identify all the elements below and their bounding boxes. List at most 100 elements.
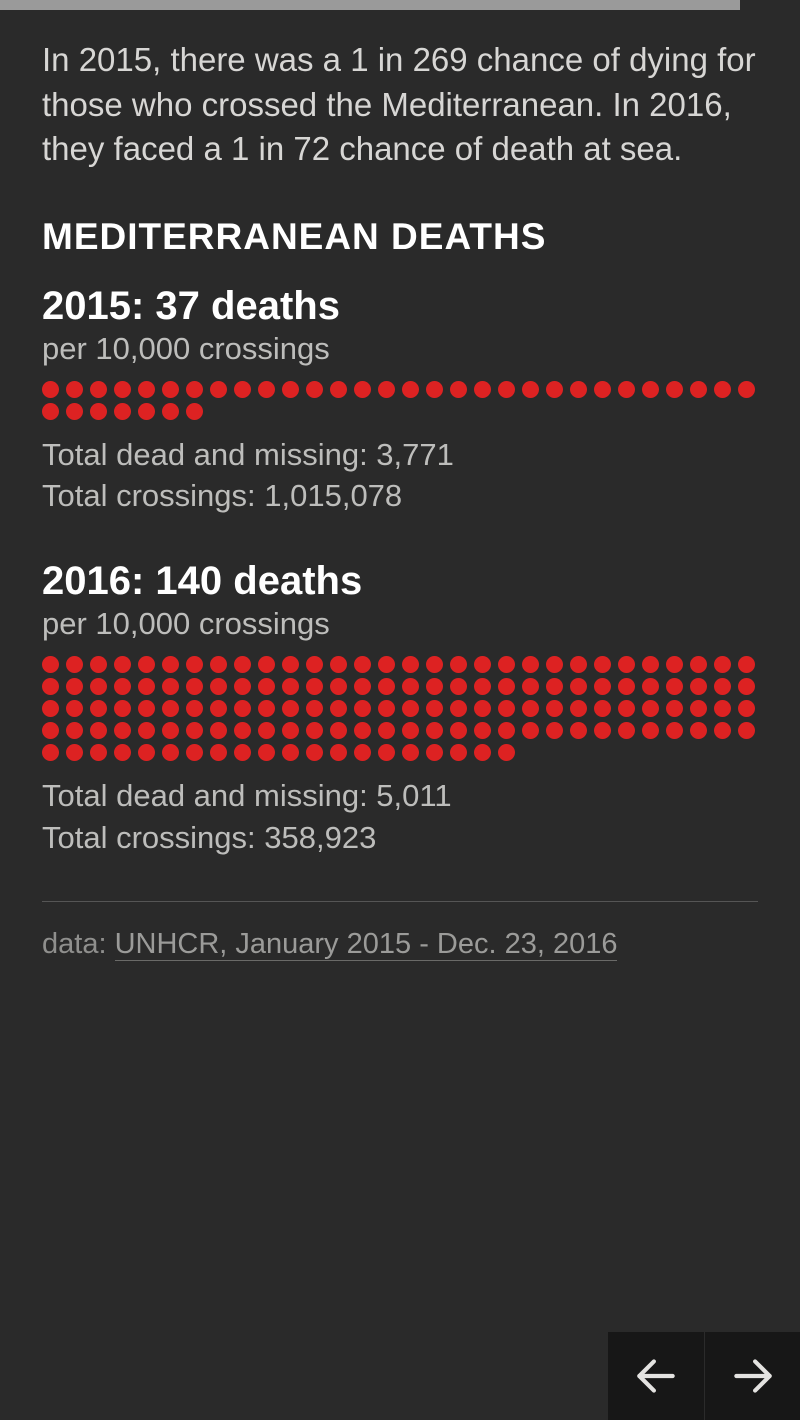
dot-icon: [546, 381, 563, 398]
dot-icon: [330, 722, 347, 739]
dot-icon: [594, 700, 611, 717]
prev-button[interactable]: [608, 1332, 704, 1420]
dot-icon: [66, 381, 83, 398]
dot-icon: [570, 678, 587, 695]
dot-icon: [114, 744, 131, 761]
dot-icon: [570, 656, 587, 673]
dot-icon: [306, 381, 323, 398]
dot-icon: [162, 403, 179, 420]
dot-icon: [378, 656, 395, 673]
dot-icon: [666, 656, 683, 673]
dot-icon: [42, 700, 59, 717]
dot-icon: [186, 678, 203, 695]
dot-icon: [498, 381, 515, 398]
dot-icon: [90, 700, 107, 717]
dot-icon: [90, 722, 107, 739]
dot-icon: [162, 700, 179, 717]
dot-icon: [162, 678, 179, 695]
dot-icon: [378, 722, 395, 739]
dot-icon: [522, 678, 539, 695]
dot-icon: [522, 381, 539, 398]
dot-icon: [42, 722, 59, 739]
dot-icon: [738, 700, 755, 717]
dot-icon: [42, 381, 59, 398]
dot-icon: [498, 744, 515, 761]
dot-icon: [474, 744, 491, 761]
dot-icon: [210, 678, 227, 695]
dot-icon: [402, 381, 419, 398]
dot-icon: [234, 656, 251, 673]
dot-icon: [426, 656, 443, 673]
source-link[interactable]: UNHCR, January 2015 - Dec. 23, 2016: [115, 928, 618, 961]
dot-icon: [234, 722, 251, 739]
dot-icon: [210, 700, 227, 717]
dot-icon: [258, 744, 275, 761]
dot-icon: [402, 656, 419, 673]
dot-icon: [114, 403, 131, 420]
dot-icon: [258, 700, 275, 717]
dot-icon: [66, 656, 83, 673]
dot-icon: [402, 678, 419, 695]
dot-icon: [162, 744, 179, 761]
dot-icon: [618, 678, 635, 695]
dot-icon: [66, 744, 83, 761]
dot-icon: [594, 722, 611, 739]
next-button[interactable]: [704, 1332, 800, 1420]
dot-icon: [66, 700, 83, 717]
dot-icon: [402, 744, 419, 761]
dot-icon: [162, 656, 179, 673]
dot-icon: [618, 700, 635, 717]
dot-icon: [66, 678, 83, 695]
dot-icon: [498, 678, 515, 695]
dot-icon: [282, 700, 299, 717]
dot-icon: [114, 656, 131, 673]
dot-icon: [426, 722, 443, 739]
data-source: data: UNHCR, January 2015 - Dec. 23, 201…: [42, 924, 758, 965]
dot-icon: [138, 678, 155, 695]
dot-icon: [234, 678, 251, 695]
dot-icon: [138, 656, 155, 673]
dot-icon: [522, 656, 539, 673]
dot-icon: [90, 656, 107, 673]
dot-icon: [474, 700, 491, 717]
dot-icon: [330, 744, 347, 761]
dot-icon: [498, 656, 515, 673]
dot-icon: [186, 656, 203, 673]
dot-icon: [642, 700, 659, 717]
dot-icon: [42, 403, 59, 420]
dot-icon: [450, 722, 467, 739]
dot-icon: [354, 678, 371, 695]
dot-icon: [162, 722, 179, 739]
progress-bar: [0, 0, 740, 10]
stat-dead-missing: Total dead and missing: 5,011: [42, 775, 758, 817]
dot-icon: [690, 381, 707, 398]
dot-icon: [642, 722, 659, 739]
dot-icon: [450, 678, 467, 695]
dot-icon: [522, 722, 539, 739]
year-heading: 2015: 37 deaths: [42, 284, 758, 329]
dot-icon: [378, 381, 395, 398]
dot-icon: [306, 722, 323, 739]
dot-icon: [450, 744, 467, 761]
dot-icon: [546, 722, 563, 739]
section-title: MEDITERRANEAN DEATHS: [42, 216, 758, 258]
dot-icon: [90, 381, 107, 398]
dot-icon: [330, 381, 347, 398]
dot-icon: [258, 722, 275, 739]
dot-icon: [186, 700, 203, 717]
main-content: In 2015, there was a 1 in 269 chance of …: [0, 10, 800, 965]
dot-icon: [138, 403, 155, 420]
dot-icon: [114, 722, 131, 739]
dot-icon: [402, 722, 419, 739]
dot-icon: [138, 700, 155, 717]
dot-icon: [714, 700, 731, 717]
dot-icon: [210, 656, 227, 673]
dot-icon: [498, 700, 515, 717]
dot-icon: [234, 700, 251, 717]
dot-icon: [666, 381, 683, 398]
dot-icon: [666, 722, 683, 739]
dot-icon: [594, 656, 611, 673]
dot-icon: [186, 403, 203, 420]
dot-icon: [186, 744, 203, 761]
dot-icon: [642, 656, 659, 673]
